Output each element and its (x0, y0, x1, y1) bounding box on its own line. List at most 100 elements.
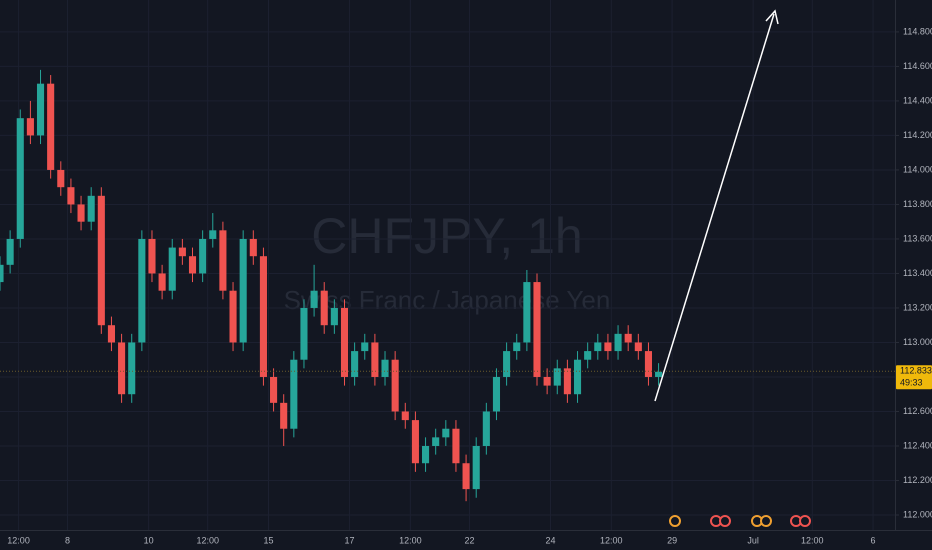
candle-body (199, 238, 207, 274)
y-tick-label: 112.600 (903, 406, 932, 416)
watermark-subtitle: Swiss Franc / Japanese Yen (284, 285, 611, 315)
x-tick-label: 12:00 (801, 535, 824, 545)
candle-body (351, 351, 359, 377)
y-tick-label: 112.400 (903, 440, 932, 450)
candle-body (219, 230, 227, 291)
candle-body (280, 402, 288, 429)
candles (0, 0, 895, 530)
y-tick-label: 114.800 (903, 26, 932, 36)
candle-body (563, 368, 571, 395)
x-tick-label: 8 (65, 535, 70, 545)
candle-body (320, 290, 328, 326)
candle-body (310, 290, 318, 308)
candle-body (158, 273, 166, 291)
x-tick-label: 12:00 (399, 535, 422, 545)
candle-body (178, 247, 186, 257)
candle-body (26, 118, 34, 136)
candle-body (300, 307, 308, 360)
countdown-label: 49:33 (900, 378, 923, 388)
watermark-title: CHFJPY, 1h (311, 208, 582, 264)
candle-body (422, 445, 430, 464)
candle-body (482, 411, 490, 446)
candle-body (381, 359, 389, 377)
candle-body (523, 282, 531, 343)
candle-body (229, 290, 237, 343)
candle-body (77, 204, 85, 222)
candle-body (290, 359, 298, 429)
candle-body (270, 376, 278, 403)
last-price-box (896, 365, 932, 390)
event-icon (719, 515, 731, 527)
event-icon (799, 515, 811, 527)
candle-body (0, 264, 4, 283)
candle-body (553, 368, 561, 386)
candle-body (634, 342, 642, 352)
candle-body (401, 411, 409, 421)
candle-body (462, 463, 470, 490)
y-tick-label: 113.400 (903, 268, 932, 278)
candle-body (411, 420, 419, 464)
arrow-line (654, 13, 775, 402)
candle-body (330, 307, 338, 326)
candle-body (503, 351, 511, 377)
y-tick-label: 113.600 (903, 233, 932, 243)
candle-body (128, 342, 136, 395)
candle-body (188, 256, 197, 274)
candle-body (97, 195, 105, 326)
candle-body (644, 351, 652, 377)
x-tick-label: 15 (263, 535, 273, 545)
y-tick-label: 113.200 (903, 302, 932, 312)
x-tick-label: 22 (464, 535, 474, 545)
candle-body (543, 376, 551, 386)
candle-body (442, 428, 450, 438)
candle-body (138, 238, 146, 343)
candle-body (239, 238, 247, 343)
candle-body (432, 437, 440, 446)
x-tick-label: 12:00 (7, 535, 30, 545)
candle-body (36, 83, 45, 136)
x-tick-label: 24 (546, 535, 556, 545)
trend-arrow (654, 9, 779, 402)
y-tick-label: 114.200 (903, 130, 932, 140)
candle-body (513, 342, 521, 352)
event-icon (669, 515, 681, 527)
event-icon (760, 515, 772, 527)
candle-body (6, 238, 14, 265)
x-tick-label: 6 (871, 535, 876, 545)
x-tick-label: Jul (747, 535, 759, 545)
candle-body (118, 342, 126, 395)
y-tick-label: 114.000 (903, 164, 932, 174)
y-tick-label: 114.400 (903, 95, 932, 105)
y-tick-label: 112.200 (903, 475, 932, 485)
candle-body (614, 333, 622, 352)
x-tick-label: 17 (345, 535, 355, 545)
y-tick-label: 114.600 (903, 61, 932, 71)
candle-body (594, 342, 602, 352)
x-tick-label: 12:00 (600, 535, 623, 545)
last-price-label: 112.833 (900, 366, 932, 376)
candle-body (168, 247, 176, 291)
candle-body (452, 428, 460, 464)
candle-body (148, 238, 156, 274)
x-tick-label: 12:00 (196, 535, 219, 545)
candle-body (371, 342, 379, 377)
candle-body (573, 359, 582, 395)
candle-body (16, 118, 24, 239)
event-icons (669, 515, 811, 527)
candle-body (209, 230, 217, 239)
candle-body (391, 359, 399, 412)
candle-body (107, 325, 115, 343)
candle-body (57, 169, 65, 188)
y-tick-label: 113.000 (903, 337, 932, 347)
candle-body (604, 342, 612, 352)
candle-body (259, 256, 267, 377)
arrow-head (765, 9, 779, 25)
candle-body (340, 307, 349, 377)
x-tick-label: 29 (667, 535, 677, 545)
y-tick-label: 113.800 (903, 199, 932, 209)
candle-body (492, 376, 501, 412)
candle-body (249, 238, 257, 257)
y-tick-label: 112.000 (903, 509, 932, 519)
